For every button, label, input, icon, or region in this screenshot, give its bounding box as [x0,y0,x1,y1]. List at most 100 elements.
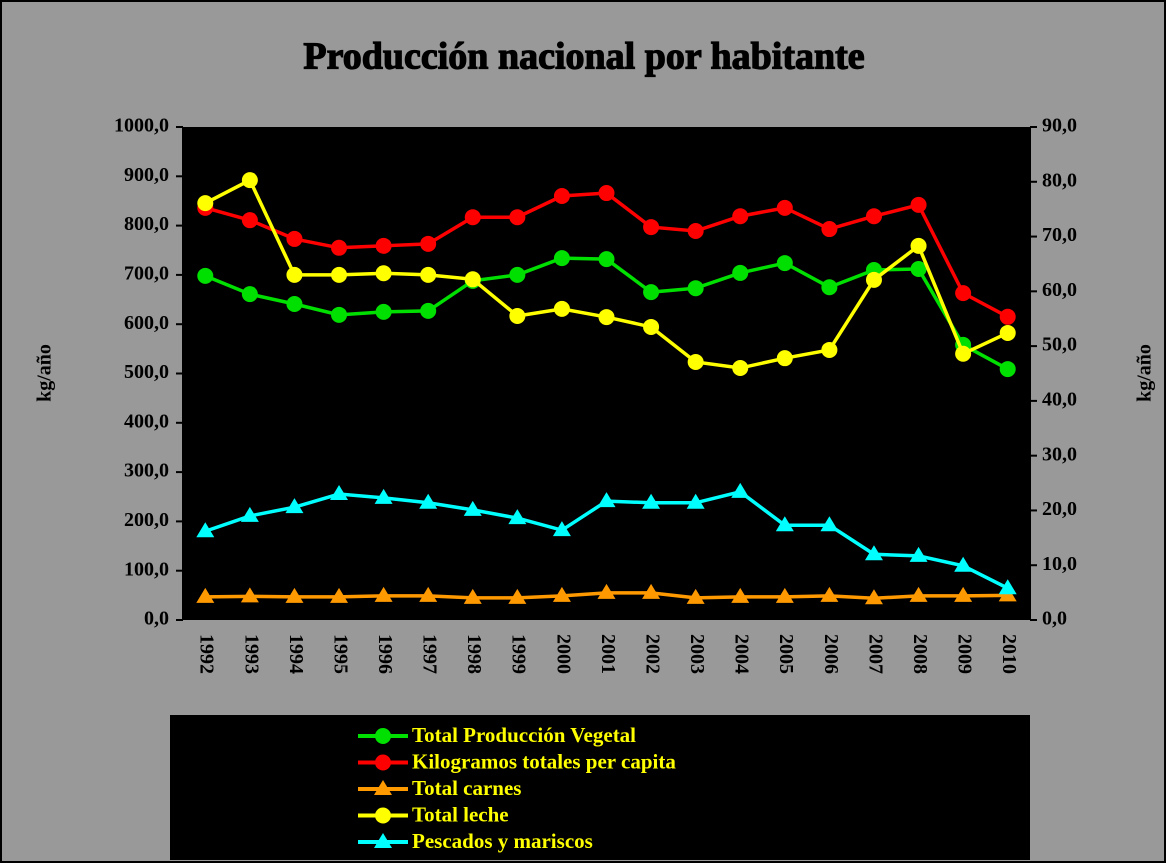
x-tick-label: 2006 [820,634,842,674]
data-point [776,255,793,272]
data-point [598,185,615,202]
data-point [331,239,348,256]
y2-tick-label: 20,0 [1042,498,1077,520]
data-point [196,522,215,538]
x-tick-label: 1997 [419,634,441,674]
data-point [732,360,749,377]
y-tick-label: 400,0 [124,410,169,432]
y-tick-label: 100,0 [124,558,169,580]
x-tick-label: 1992 [196,634,218,674]
data-point [999,308,1016,325]
data-point [331,306,348,323]
x-tick-label: 1999 [508,634,530,674]
legend-marker [374,780,392,795]
data-point [687,280,704,297]
data-point [820,586,839,602]
data-point [775,587,794,603]
x-tick-label: 2010 [998,634,1020,674]
legend-marker [375,807,391,824]
legend-marker [374,833,392,848]
data-point [909,546,928,562]
data-point [552,521,571,537]
data-point [999,361,1016,378]
data-point [598,251,615,268]
data-point [553,300,570,317]
data-point [508,509,527,525]
legend-label: Total leche [412,802,509,826]
data-point [331,266,348,283]
y-tick-label: 800,0 [124,213,169,235]
data-point [463,588,482,604]
data-point [509,307,526,324]
data-point [643,219,660,236]
data-point [732,208,749,225]
data-point [420,302,437,319]
legend-box [170,715,1030,860]
legend-marker [375,728,391,744]
data-point [330,485,349,501]
y-tick-label: 1000,0 [114,115,169,137]
data-point [821,221,838,238]
data-point [241,212,258,229]
data-point [464,209,481,226]
x-tick-label: 1998 [463,634,485,674]
data-point [686,493,705,509]
data-point [910,196,927,213]
data-point [375,303,392,320]
y2-tick-label: 30,0 [1042,443,1077,465]
x-tick-label: 1994 [285,634,307,674]
data-point [732,264,749,281]
data-point [286,230,303,247]
y-tick-label: 900,0 [124,164,169,186]
data-point [598,309,615,326]
data-point [197,195,214,212]
data-point [552,586,571,602]
y2-tick-label: 80,0 [1042,169,1077,191]
data-point [420,235,437,252]
data-point [955,345,972,362]
data-point [240,587,259,603]
y2-axis-label: kg/año [1134,344,1156,402]
data-point [910,260,927,277]
data-point [954,556,973,572]
x-tick-label: 1996 [374,634,396,674]
data-point [419,586,438,602]
y-axis-label: kg/año [34,344,56,402]
data-point [955,285,972,302]
data-point [954,586,973,602]
data-point [865,208,882,225]
data-point [374,586,393,602]
data-point [464,271,481,288]
y2-tick-label: 40,0 [1042,388,1077,410]
legend-marker [375,754,391,771]
data-point [731,482,750,498]
y2-tick-label: 0,0 [1042,608,1067,630]
data-point [420,266,437,283]
data-point [820,516,839,532]
data-point [196,587,215,603]
y-tick-label: 700,0 [124,262,169,284]
x-tick-label: 2000 [552,634,574,674]
data-point [642,493,661,509]
legend-label: Pescados y mariscos [412,829,593,853]
y2-tick-label: 60,0 [1042,279,1077,301]
x-tick-label: 2005 [775,634,797,674]
x-tick-label: 2009 [954,634,976,674]
x-tick-label: 2008 [909,634,931,674]
data-point [910,237,927,254]
data-point [285,587,304,603]
data-point [864,589,883,605]
data-point [821,341,838,358]
data-point [197,267,214,284]
data-point [240,506,259,522]
data-point [999,324,1016,341]
data-point [374,488,393,504]
data-point [775,516,794,532]
data-point [643,318,660,335]
data-point [643,284,660,301]
data-point [330,587,349,603]
data-point [642,583,661,599]
data-point [731,587,750,603]
